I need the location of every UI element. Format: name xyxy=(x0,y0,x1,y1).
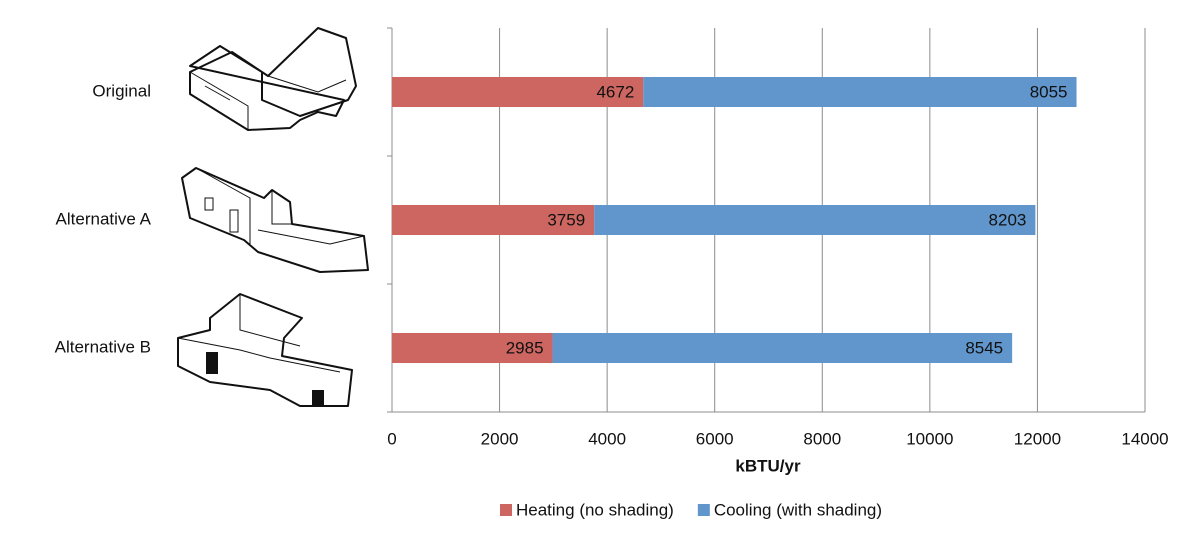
data-label: 2985 xyxy=(506,338,544,357)
data-label: 8055 xyxy=(1030,82,1068,101)
x-tick-label: 2000 xyxy=(481,429,519,448)
x-tick-label: 6000 xyxy=(696,429,734,448)
x-tick-label: 0 xyxy=(387,429,396,448)
x-tick-label: 10000 xyxy=(906,429,953,448)
category-label: Alternative A xyxy=(56,209,152,228)
bar-segment xyxy=(392,333,553,363)
x-tick-label: 12000 xyxy=(1014,429,1061,448)
data-label: 3759 xyxy=(547,210,585,229)
x-tick-label: 14000 xyxy=(1121,429,1168,448)
legend-swatch xyxy=(697,504,710,516)
data-label: 8203 xyxy=(989,210,1027,229)
legend-swatch xyxy=(500,504,512,516)
sketch-alternative-a xyxy=(181,167,369,273)
x-tick-label: 8000 xyxy=(803,429,841,448)
sketch-alternative-b xyxy=(177,293,353,407)
sketch-original xyxy=(189,27,357,131)
data-label: 4672 xyxy=(596,82,634,101)
bar-segment xyxy=(594,205,1036,235)
x-tick-label: 4000 xyxy=(588,429,626,448)
building-sketches xyxy=(177,27,369,407)
category-label: Original xyxy=(92,81,151,100)
bar-segment xyxy=(552,333,1013,363)
bar-segment xyxy=(392,205,595,235)
bar-segment xyxy=(392,77,644,107)
category-label: Alternative B xyxy=(55,337,151,356)
legend-label: Heating (no shading) xyxy=(516,500,674,519)
bar-segment xyxy=(643,77,1077,107)
x-axis-label: kBTU/yr xyxy=(735,456,801,475)
data-label: 8545 xyxy=(965,338,1003,357)
legend-label: Cooling (with shading) xyxy=(714,500,882,519)
